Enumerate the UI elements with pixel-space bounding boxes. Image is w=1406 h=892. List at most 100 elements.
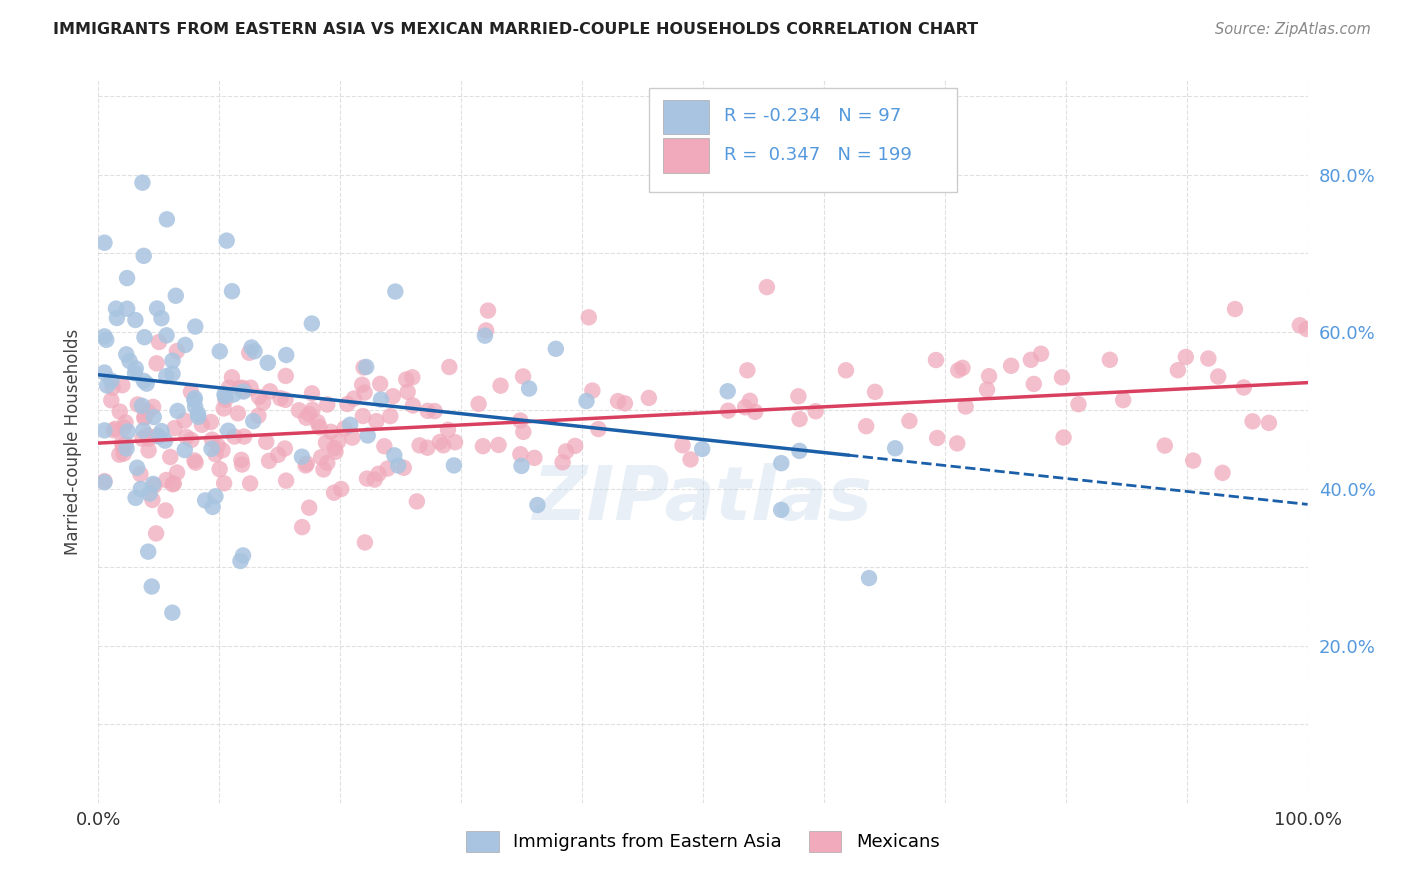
- Text: ZIPatlas: ZIPatlas: [533, 463, 873, 536]
- Point: [432, 438, 454, 452]
- Point: [115, 442, 138, 456]
- Point: [142, 409, 165, 424]
- Point: [392, 460, 415, 475]
- Point: [129, 482, 152, 496]
- Point: [232, 384, 254, 399]
- Point: [307, 415, 329, 429]
- Text: Source: ZipAtlas.com: Source: ZipAtlas.com: [1215, 22, 1371, 37]
- Point: [301, 386, 323, 401]
- Point: [145, 356, 167, 370]
- Point: [238, 345, 260, 359]
- Point: [232, 549, 254, 563]
- Point: [1206, 369, 1229, 384]
- Point: [330, 482, 353, 496]
- Point: [276, 348, 298, 362]
- Point: [312, 462, 335, 476]
- Point: [187, 409, 209, 424]
- Point: [201, 500, 224, 514]
- Point: [117, 425, 139, 439]
- Point: [855, 419, 877, 434]
- Point: [162, 353, 184, 368]
- Point: [354, 535, 377, 549]
- Point: [755, 280, 778, 294]
- Point: [1167, 363, 1189, 377]
- Point: [214, 387, 236, 401]
- Point: [295, 410, 318, 425]
- Point: [93, 329, 115, 343]
- Point: [1098, 352, 1121, 367]
- Point: [162, 367, 184, 381]
- Point: [118, 354, 141, 368]
- Point: [108, 404, 131, 418]
- Point: [93, 424, 115, 438]
- Point: [288, 403, 311, 417]
- Point: [208, 462, 231, 476]
- Point: [523, 450, 546, 465]
- Point: [835, 363, 858, 377]
- Point: [291, 450, 314, 464]
- Point: [607, 394, 630, 409]
- Point: [770, 503, 793, 517]
- Point: [211, 443, 233, 458]
- Point: [174, 338, 197, 352]
- Point: [363, 473, 385, 487]
- Point: [222, 387, 245, 401]
- Point: [127, 460, 149, 475]
- Point: [517, 382, 540, 396]
- Point: [564, 439, 586, 453]
- Point: [233, 384, 256, 398]
- Point: [136, 428, 159, 442]
- Point: [489, 378, 512, 392]
- Point: [150, 311, 173, 326]
- Point: [131, 399, 153, 413]
- Point: [232, 381, 254, 395]
- Point: [231, 453, 253, 467]
- Point: [231, 458, 253, 472]
- Point: [134, 409, 156, 424]
- Point: [333, 421, 356, 435]
- Point: [96, 378, 118, 392]
- Point: [328, 434, 350, 449]
- Point: [474, 328, 496, 343]
- Point: [252, 395, 274, 409]
- FancyBboxPatch shape: [664, 100, 709, 135]
- Point: [233, 429, 256, 443]
- Point: [884, 442, 907, 456]
- Point: [135, 376, 157, 391]
- Point: [159, 450, 181, 464]
- Point: [377, 461, 399, 475]
- Point: [111, 440, 134, 454]
- Point: [100, 393, 122, 408]
- Point: [509, 413, 531, 427]
- Point: [1295, 322, 1317, 336]
- Point: [138, 486, 160, 500]
- Point: [1067, 397, 1090, 411]
- Point: [323, 441, 346, 455]
- Point: [269, 391, 291, 405]
- Point: [145, 526, 167, 541]
- Point: [101, 381, 124, 395]
- Point: [396, 384, 419, 399]
- Point: [155, 328, 177, 343]
- Point: [343, 392, 366, 406]
- Point: [927, 431, 949, 445]
- Point: [124, 491, 146, 505]
- Point: [367, 467, 389, 481]
- Point: [637, 391, 659, 405]
- Point: [212, 401, 235, 416]
- Point: [148, 429, 170, 443]
- Point: [134, 330, 156, 344]
- Point: [239, 381, 262, 395]
- Point: [423, 404, 446, 418]
- Y-axis label: Married-couple Households: Married-couple Households: [65, 328, 83, 555]
- Point: [142, 476, 165, 491]
- Point: [717, 384, 740, 399]
- Point: [138, 443, 160, 458]
- Point: [166, 466, 188, 480]
- Point: [229, 381, 252, 395]
- Point: [111, 378, 134, 392]
- Point: [1019, 352, 1042, 367]
- Point: [221, 284, 243, 298]
- Point: [104, 301, 127, 316]
- FancyBboxPatch shape: [664, 138, 709, 173]
